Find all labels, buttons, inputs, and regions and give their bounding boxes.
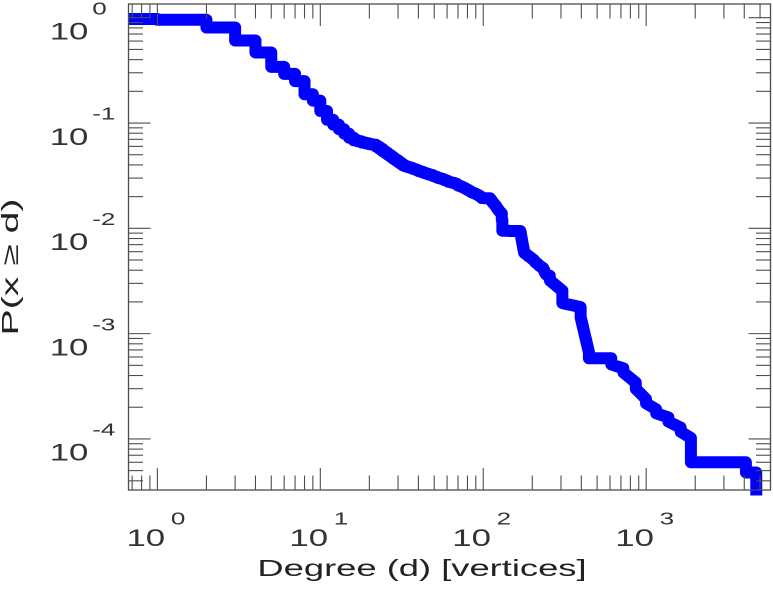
svg-text:10: 10 (50, 229, 89, 255)
svg-text:-4: -4 (92, 420, 115, 440)
svg-text:2: 2 (497, 508, 512, 528)
svg-text:-1: -1 (92, 104, 115, 124)
svg-text:10: 10 (50, 335, 89, 361)
svg-text:10: 10 (50, 19, 89, 45)
svg-text:-2: -2 (92, 209, 115, 229)
svg-text:Degree (d) [vertices]: Degree (d) [vertices] (257, 556, 586, 582)
svg-text:3: 3 (660, 508, 675, 528)
svg-text:1: 1 (334, 508, 349, 528)
svg-text:10: 10 (615, 525, 654, 551)
svg-text:P(x ≥ d): P(x ≥ d) (0, 199, 23, 336)
svg-text:10: 10 (50, 440, 89, 466)
svg-text:-3: -3 (92, 314, 115, 334)
svg-text:10: 10 (126, 525, 165, 551)
svg-text:0: 0 (171, 508, 186, 528)
svg-text:10: 10 (452, 525, 491, 551)
svg-text:10: 10 (50, 124, 89, 150)
svg-text:10: 10 (289, 525, 328, 551)
svg-text:0: 0 (92, 0, 107, 18)
